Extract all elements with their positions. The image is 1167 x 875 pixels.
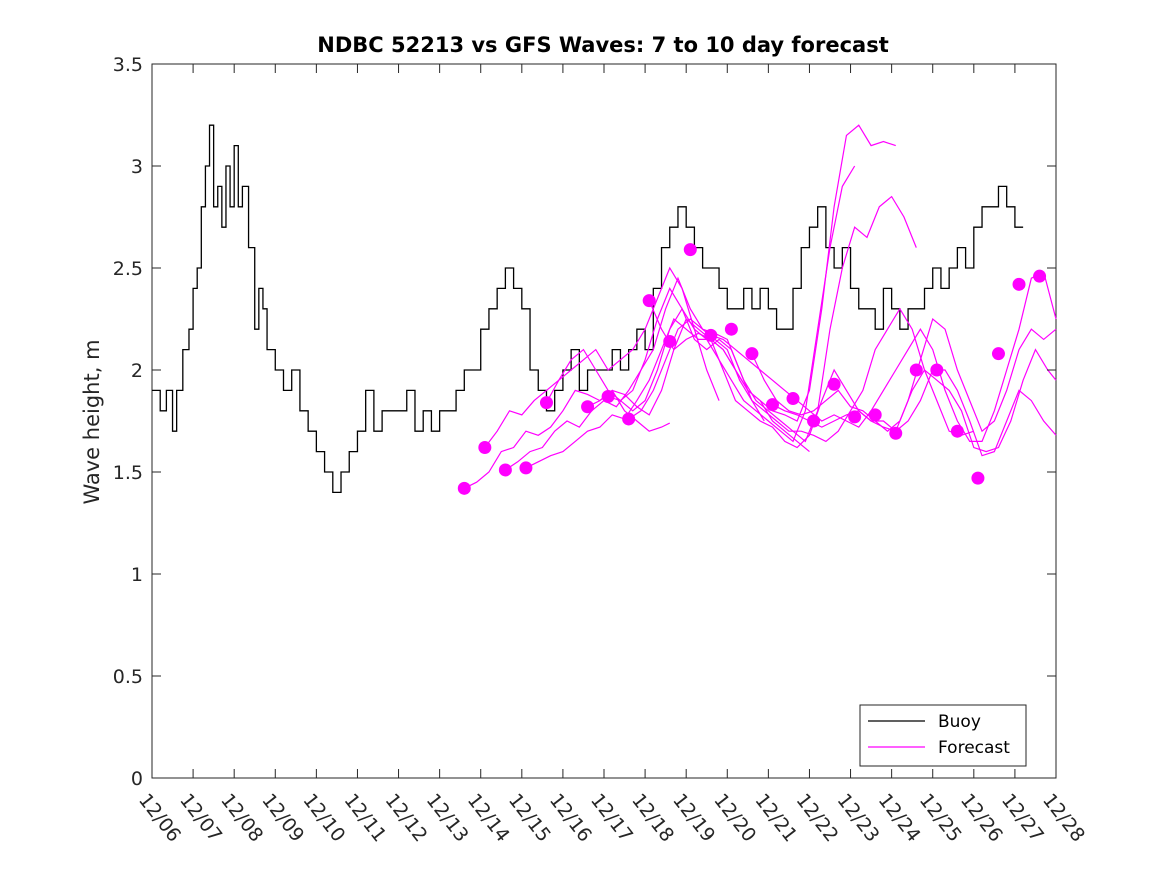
forecast-start-marker <box>827 377 841 391</box>
forecast-start-marker <box>704 328 718 342</box>
forecast-start-marker <box>724 322 738 336</box>
forecast-start-marker <box>909 363 923 377</box>
forecast-start-marker <box>581 400 595 414</box>
series-layer <box>152 124 1057 495</box>
series-line-forecast-6 <box>587 124 896 422</box>
forecast-start-marker <box>991 347 1005 361</box>
y-tick-label: 1 <box>131 564 143 586</box>
forecast-start-marker <box>601 390 615 404</box>
y-axis-label: Wave height, m <box>80 339 104 504</box>
forecast-start-marker <box>765 398 779 412</box>
series-line-forecast-12 <box>772 369 1057 457</box>
series-line-forecast-8 <box>628 307 975 443</box>
forecast-start-marker <box>642 294 656 308</box>
y-tick-label: 3.5 <box>113 54 143 76</box>
y-tick-label: 0.5 <box>113 666 143 688</box>
legend-box <box>859 704 1027 767</box>
series-line-forecast-1 <box>464 389 671 489</box>
forecast-start-marker <box>930 363 944 377</box>
series-line-forecast-10 <box>710 271 1057 442</box>
y-tick-label: 0 <box>131 768 143 790</box>
legend: Buoy Forecast <box>859 704 1027 767</box>
forecast-start-marker <box>868 408 882 422</box>
forecast-start-marker <box>848 410 862 424</box>
forecast-start-marker <box>663 334 677 348</box>
y-tick-label: 2.5 <box>113 258 143 280</box>
forecast-start-marker <box>786 392 800 406</box>
series-line-forecast-11 <box>751 348 1057 453</box>
forecast-start-marker <box>1012 277 1026 291</box>
legend-label-forecast: Forecast <box>938 738 1010 758</box>
forecast-start-marker <box>745 347 759 361</box>
forecast-start-marker <box>950 424 964 438</box>
series-line-buoy <box>152 124 1024 494</box>
forecast-start-marker <box>622 412 636 426</box>
series-line-forecast-3 <box>505 276 765 471</box>
series-line-forecast-2 <box>484 266 720 448</box>
forecast-start-marker <box>889 426 903 440</box>
y-tick-label: 1.5 <box>113 462 143 484</box>
forecast-start-marker <box>519 461 533 475</box>
series-line-forecast-7 <box>607 195 917 443</box>
forecast-start-marker <box>971 471 985 485</box>
legend-label-buoy: Buoy <box>938 712 981 732</box>
forecast-start-marker <box>683 243 697 257</box>
forecast-start-marker <box>498 463 512 477</box>
forecast-start-marker <box>539 396 553 410</box>
y-tick-label: 2 <box>131 360 143 382</box>
chart-title: NDBC 52213 vs GFS Waves: 7 to 10 day for… <box>317 33 888 57</box>
y-tick-label: 3 <box>131 156 143 178</box>
forecast-start-marker <box>1033 269 1047 283</box>
forecast-start-marker <box>457 481 471 495</box>
forecast-start-marker <box>807 414 821 428</box>
forecast-start-marker <box>478 441 492 455</box>
